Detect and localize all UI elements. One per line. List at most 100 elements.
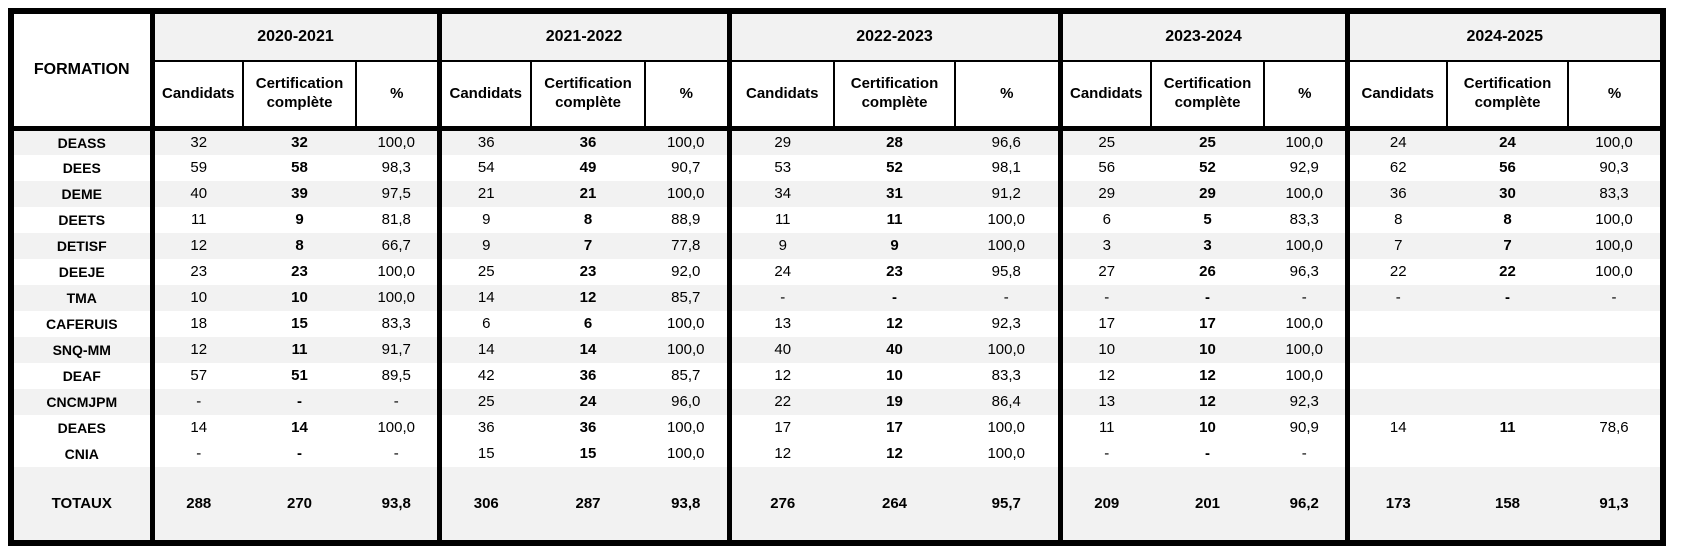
cell-certification: 11 <box>291 341 308 358</box>
cell-certification: 56 <box>1499 159 1516 176</box>
cell-certification: 49 <box>579 159 597 176</box>
cell-candidats: 6 <box>1102 211 1111 228</box>
formation-label: SNQ-MM <box>11 336 155 363</box>
cell-certification: 3 <box>1203 237 1212 254</box>
cell-candidats: 9 <box>482 237 491 254</box>
cell-certification: 36 <box>579 134 597 152</box>
table-row: CNIA - - - 15 15 100,0 12 12 100,0 - - - <box>11 440 1666 467</box>
cell-certification: 287 <box>575 494 601 512</box>
table-row: DEME 40 39 97,5 21 21 100,0 34 31 91,2 29 29 100,0 36… <box>11 180 1666 207</box>
cell-certification <box>1447 441 1568 467</box>
formation-label: DEEJE <box>11 258 155 285</box>
cell-candidats <box>1347 337 1447 363</box>
cell-candidats: 6 <box>482 315 491 332</box>
subheader-pct: % <box>1568 61 1666 131</box>
cell-certification: 11 <box>1499 419 1516 436</box>
cell-pct: 83,3 <box>356 310 442 337</box>
cell-candidats: 21 <box>477 185 495 202</box>
header-row-subcolumns: Candidats Certification complète% Candidat… <box>11 61 1666 131</box>
cell-pct: 100,0 <box>356 414 442 441</box>
cell-pct: 100,0 <box>645 440 732 467</box>
cell-certification: 12 <box>886 445 903 462</box>
cell-candidats: 10 <box>190 289 208 306</box>
table-row: DEETS 11 9 81,8 9 8 88,9 11 11 100,0 6 5 83,3 8 8 100,0 <box>11 206 1666 233</box>
cell-candidats: 25 <box>477 393 495 410</box>
subheader-pct: % <box>645 61 732 131</box>
cell-pct: 91,7 <box>356 336 442 363</box>
cell-certification: 36 <box>579 419 597 436</box>
cell-candidats: 12 <box>774 445 792 462</box>
year-header: 2020-2021 <box>152 11 442 62</box>
cell-candidats: - <box>196 445 202 462</box>
cell-certification: - <box>1205 289 1210 306</box>
cell-certification: 39 <box>291 185 308 202</box>
table-row: DEASS 32 32 100,0 36 36 100,0 29 28 96,6 25 25 100,0… <box>11 128 1666 155</box>
cell-certification: 12 <box>1199 393 1216 410</box>
cell-certification: 8 <box>583 211 593 228</box>
cell-pct: 96,6 <box>955 128 1063 155</box>
year-header: 2023-2024 <box>1060 11 1350 62</box>
cell-pct: 100,0 <box>1264 232 1350 259</box>
cell-certification: 40 <box>886 341 903 358</box>
cell-certification: 21 <box>579 185 597 202</box>
cell-pct: 100,0 <box>1568 206 1666 233</box>
subheader-candidats: Candidats <box>1060 61 1152 131</box>
cell-pct: 100,0 <box>955 414 1063 441</box>
cell-pct: - <box>1264 284 1350 311</box>
cell-certification: 31 <box>886 185 903 202</box>
table-row: CNCMJPM - - - 25 24 96,0 22 19 86,4 13 12 92,3 <box>11 388 1666 415</box>
cell-pct: - <box>1568 284 1666 311</box>
cell-certification: 29 <box>1199 185 1216 202</box>
cell-pct <box>1568 388 1666 415</box>
cell-pct: 91,3 <box>1568 466 1666 543</box>
cell-pct: 100,0 <box>645 180 732 207</box>
cell-certification: 58 <box>291 159 308 176</box>
cell-certification <box>1447 311 1568 337</box>
year-header: 2024-2025 <box>1347 11 1666 62</box>
subheader-candidats: Candidats <box>439 61 532 131</box>
cell-candidats: 29 <box>1098 185 1116 202</box>
cell-pct: 83,3 <box>955 362 1063 389</box>
cell-certification: 9 <box>295 211 304 228</box>
cell-pct: 96,2 <box>1264 466 1350 543</box>
cell-certification: 14 <box>579 341 597 358</box>
cell-pct: 92,3 <box>1264 388 1350 415</box>
cell-certification <box>1447 337 1568 363</box>
cell-pct: 92,3 <box>955 310 1063 337</box>
subheader-pct: % <box>356 61 442 131</box>
cell-candidats: - <box>780 289 786 306</box>
formation-label: DETISF <box>11 232 155 259</box>
cell-certification: 14 <box>291 419 308 436</box>
cell-candidats: 14 <box>477 341 495 358</box>
cell-pct: 100,0 <box>1264 336 1350 363</box>
header-row-years: FORMATION 2020-2021 2021-2022 2022-2023 2023… <box>11 11 1666 131</box>
cell-certification: 11 <box>886 211 903 228</box>
cell-certification: 10 <box>886 367 903 384</box>
cell-candidats: 36 <box>477 419 495 436</box>
cell-candidats: 173 <box>1385 494 1411 512</box>
cell-candidats: 40 <box>774 341 792 358</box>
cell-candidats: 276 <box>770 494 796 512</box>
cell-candidats: 18 <box>190 315 208 332</box>
cell-candidats: 13 <box>774 315 792 332</box>
cell-pct <box>1568 310 1666 337</box>
cell-candidats: 12 <box>1098 367 1116 384</box>
cell-certification: 52 <box>1199 159 1216 176</box>
cell-candidats: 12 <box>190 341 208 358</box>
cell-candidats: 57 <box>190 367 208 384</box>
subheader-candidats: Candidats <box>729 61 835 131</box>
subheader-candidats: Candidats <box>152 61 244 131</box>
cell-certification: 28 <box>886 134 903 152</box>
cell-certification: 10 <box>1199 419 1216 436</box>
cell-candidats: 11 <box>1098 419 1115 436</box>
cell-pct: 90,7 <box>645 154 732 181</box>
year-header: 2022-2023 <box>729 11 1063 62</box>
cell-candidats: 17 <box>774 419 792 436</box>
cell-pct: 66,7 <box>356 232 442 259</box>
cell-certification <box>1447 363 1568 389</box>
formation-label: TMA <box>11 284 155 311</box>
cell-pct: 96,0 <box>645 388 732 415</box>
formation-label: CNIA <box>11 440 155 467</box>
cell-candidats: 42 <box>477 367 495 384</box>
subheader-pct: % <box>955 61 1063 131</box>
